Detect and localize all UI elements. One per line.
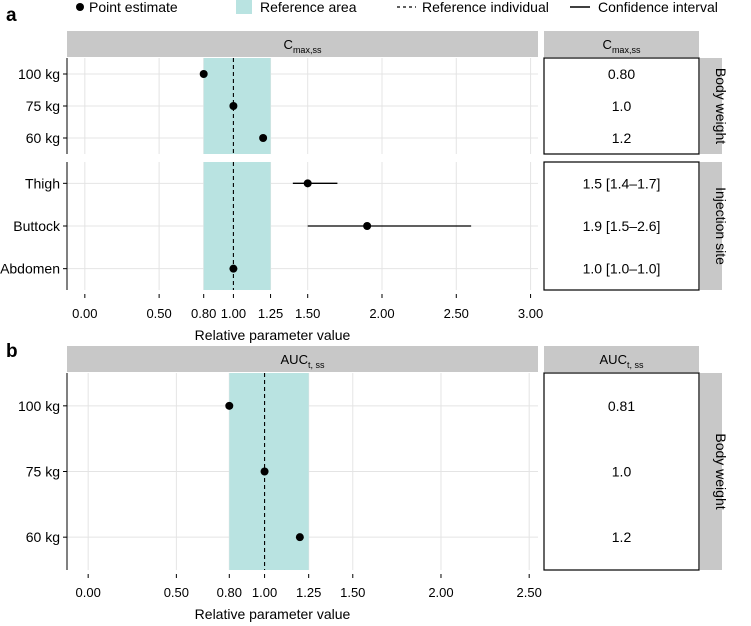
legend-ref-area-swatch <box>236 0 252 14</box>
plot-strip-title: Cmax,ss <box>284 37 322 55</box>
point-estimate <box>229 102 238 110</box>
x-tick-label: 2.00 <box>428 585 453 600</box>
plot-strip-header <box>67 346 538 372</box>
point-estimate <box>225 401 234 410</box>
y-tick-label: Buttock <box>13 218 61 234</box>
table-value: 1.2 <box>612 529 632 545</box>
legend: Point estimate Reference area Reference … <box>76 0 718 15</box>
x-tick-label: 2.50 <box>444 306 469 321</box>
x-tick-label: 1.00 <box>252 585 277 600</box>
table-value: 1.5 [1.4–1.7] <box>583 175 661 191</box>
facet-label: Injection site <box>713 187 729 265</box>
x-tick-label: 1.50 <box>295 306 320 321</box>
legend-point-label: Point estimate <box>89 0 178 15</box>
table-value: 1.0 [1.0–1.0] <box>583 261 661 277</box>
x-tick-label: 1.25 <box>258 306 283 321</box>
x-axis-title: Relative parameter value <box>195 327 351 343</box>
table-value: 1.0 <box>612 98 632 114</box>
facet-label-strip <box>700 373 722 570</box>
table-strip-header <box>544 346 699 372</box>
point-estimate <box>363 222 372 230</box>
plot-strip-title: AUCt, ss <box>281 352 325 370</box>
table-strip-title: Cmax,ss <box>603 37 641 55</box>
reference-area-band <box>229 373 309 570</box>
value-table-box <box>543 161 700 291</box>
plot-strip-header <box>67 31 538 57</box>
x-axis-title: Relative parameter value <box>195 606 351 622</box>
y-tick-label: 75 kg <box>26 98 60 114</box>
x-tick-label: 0.50 <box>146 306 171 321</box>
point-estimate <box>295 533 304 542</box>
x-tick-label: 1.25 <box>296 585 321 600</box>
table-value: 1.9 [1.5–2.6] <box>583 218 661 234</box>
facet-label-strip <box>700 162 722 290</box>
legend-ref-area-label: Reference area <box>260 0 357 15</box>
point-estimate <box>229 264 238 273</box>
panel-b-label: b <box>6 341 18 362</box>
x-tick-label: 0.80 <box>217 585 242 600</box>
y-tick-label: 100 kg <box>18 66 60 82</box>
y-tick-label: 100 kg <box>18 398 60 414</box>
x-tick-label: 0.50 <box>164 585 189 600</box>
x-tick-label: 1.00 <box>221 306 246 321</box>
x-tick-label: 2.50 <box>517 585 542 600</box>
x-tick-label: 1.50 <box>340 585 365 600</box>
table-value: 0.81 <box>608 398 635 414</box>
table-strip-title: AUCt, ss <box>600 352 644 370</box>
table-value: 1.2 <box>612 130 632 146</box>
table-value: 0.80 <box>608 66 635 82</box>
point-estimate <box>259 134 268 142</box>
x-tick-label: 0.00 <box>76 585 101 600</box>
x-tick-label: 0.80 <box>191 306 216 321</box>
value-table-box <box>543 372 700 571</box>
point-estimate <box>199 70 208 78</box>
table-value: 1.0 <box>612 464 632 480</box>
y-tick-label: 60 kg <box>26 529 60 545</box>
y-tick-label: Thigh <box>25 175 60 191</box>
point-estimate <box>260 467 269 476</box>
facet-label: Body weight <box>713 433 729 509</box>
panel-a-cmax: Cmax,ss Cmax,ss 100 kg 75 kg 60 kg 0.80 1.0 1.2… <box>0 31 729 343</box>
legend-point-icon <box>76 3 84 11</box>
facet-label: Body weight <box>713 68 729 144</box>
legend-ref-individual-label: Reference individual <box>422 0 549 15</box>
table-strip-header <box>544 31 699 57</box>
y-tick-label: 60 kg <box>26 130 60 146</box>
y-tick-label: Abdomen <box>0 261 60 277</box>
facet-label-strip <box>700 58 722 154</box>
panel-b-auc: AUCt, ss AUCt, ss 100 kg 75 kg 60 kg 0.81 1.0 1… <box>18 346 729 622</box>
x-tick-label: 3.00 <box>518 306 543 321</box>
legend-ci-label: Confidence interval <box>598 0 718 15</box>
x-tick-label: 2.00 <box>369 306 394 321</box>
panel-a-label: a <box>6 5 17 26</box>
y-tick-label: 75 kg <box>26 464 60 480</box>
value-table-box <box>543 57 700 155</box>
point-estimate <box>303 179 312 188</box>
x-tick-label: 0.00 <box>72 306 97 321</box>
reference-area-band <box>203 162 271 290</box>
